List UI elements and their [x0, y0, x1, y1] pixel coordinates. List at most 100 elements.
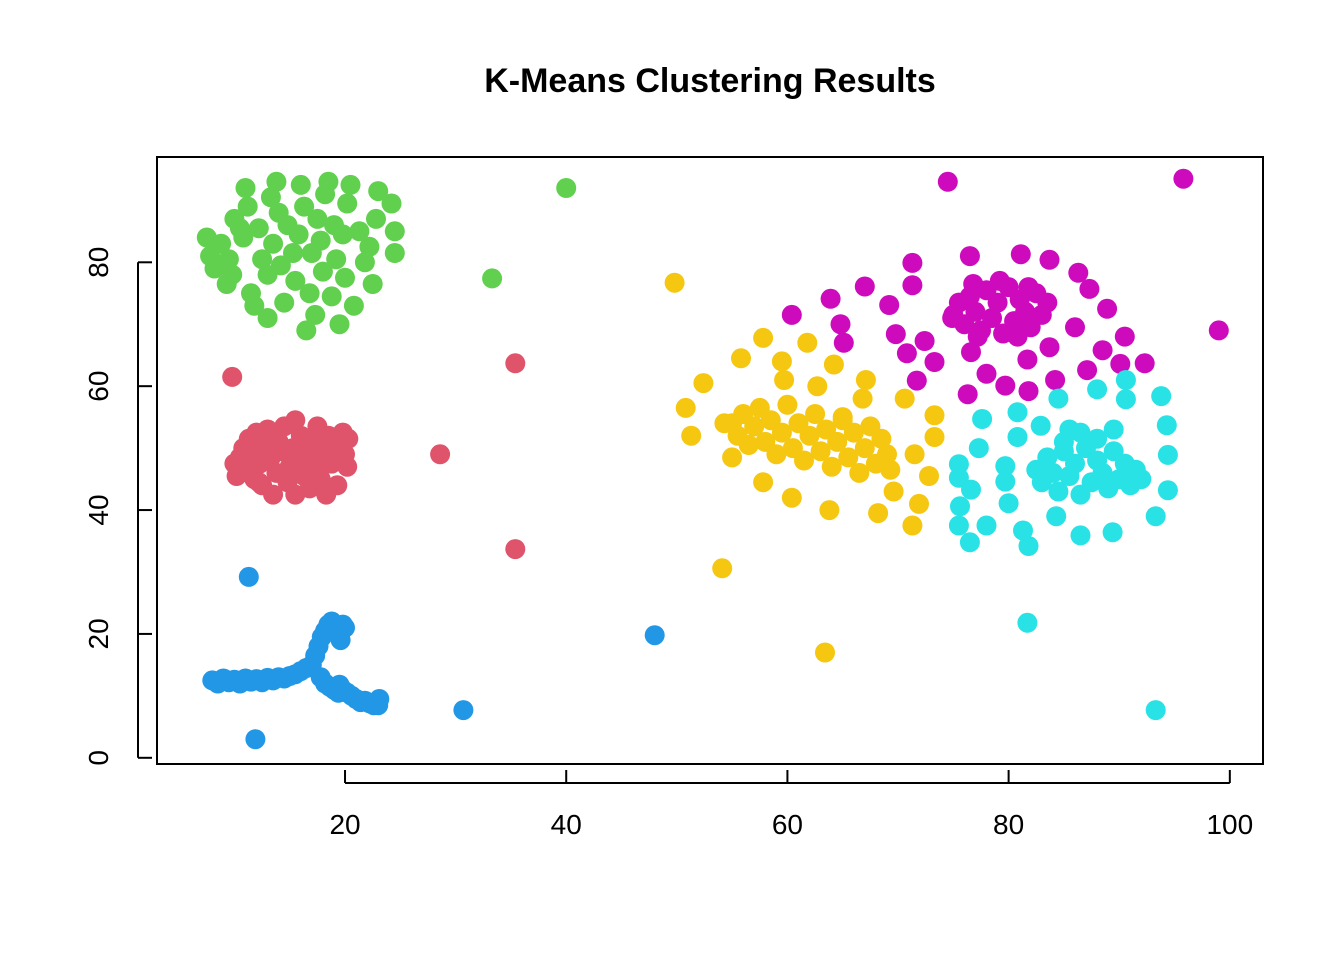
data-point: [1070, 525, 1091, 546]
data-point: [1030, 415, 1051, 436]
data-point: [744, 416, 765, 437]
data-point: [799, 425, 820, 446]
data-point: [854, 438, 875, 459]
data-point: [894, 388, 915, 409]
x-tick-label: 20: [329, 809, 360, 840]
data-point: [245, 729, 266, 750]
data-point: [774, 370, 795, 390]
data-point: [321, 286, 342, 307]
data-point: [896, 343, 917, 364]
data-point: [1007, 402, 1028, 423]
data-point: [222, 366, 243, 387]
data-point: [283, 243, 303, 263]
y-tick-label: 0: [83, 750, 114, 766]
data-point: [266, 171, 287, 192]
data-point: [838, 447, 859, 468]
data-point: [959, 246, 980, 267]
data-point: [349, 221, 370, 242]
data-point: [664, 272, 685, 293]
data-point: [1048, 481, 1069, 502]
series-1: [196, 171, 577, 341]
data-point: [753, 472, 774, 493]
plot-area: [196, 168, 1229, 750]
data-point: [1079, 278, 1100, 299]
data-point: [1018, 277, 1039, 298]
x-tick-label: 100: [1206, 809, 1253, 840]
data-point: [1131, 469, 1152, 490]
data-point: [1134, 353, 1155, 374]
data-point: [854, 276, 875, 297]
data-point: [797, 332, 818, 353]
data-point: [482, 268, 503, 289]
data-point: [1156, 415, 1177, 436]
data-point: [885, 324, 906, 345]
data-point: [821, 456, 842, 477]
data-point: [1037, 292, 1058, 313]
data-point: [318, 171, 339, 192]
data-point: [972, 409, 993, 429]
data-point: [1007, 326, 1028, 347]
data-point: [995, 375, 1016, 396]
data-point: [368, 181, 389, 202]
data-point: [556, 178, 577, 198]
data-point: [777, 394, 798, 415]
data-point: [832, 410, 853, 431]
data-point: [827, 431, 848, 452]
data-point: [1045, 370, 1066, 390]
data-point: [819, 500, 840, 521]
data-point: [1092, 462, 1113, 483]
data-point: [1017, 612, 1038, 633]
data-point: [693, 373, 714, 394]
data-point: [712, 558, 733, 579]
data-point: [982, 308, 1002, 328]
data-point: [948, 454, 969, 475]
data-point: [644, 625, 665, 646]
data-point: [714, 413, 735, 434]
data-point: [1042, 462, 1063, 483]
data-point: [681, 425, 702, 446]
data-point: [332, 224, 353, 245]
data-point: [924, 427, 945, 447]
data-point: [252, 249, 273, 270]
data-point: [505, 539, 526, 560]
y-tick-label: 20: [83, 618, 114, 649]
data-point: [1065, 453, 1085, 474]
data-point: [505, 353, 526, 374]
data-point: [1018, 381, 1039, 402]
data-point: [1046, 506, 1067, 527]
y-tick-label: 40: [83, 494, 114, 525]
data-point: [235, 178, 256, 198]
data-point: [285, 410, 306, 431]
data-point: [823, 354, 844, 375]
series-3: [202, 566, 665, 750]
data-point: [906, 370, 927, 391]
data-point: [877, 444, 897, 465]
data-point: [362, 274, 383, 294]
data-point: [257, 308, 278, 328]
data-point: [1017, 349, 1038, 370]
data-point: [904, 444, 925, 465]
data-point: [961, 342, 981, 363]
data-point: [1048, 388, 1069, 409]
data-point: [1145, 506, 1166, 527]
data-point: [285, 270, 306, 291]
data-point: [902, 275, 923, 296]
data-point: [211, 233, 232, 254]
y-tick-label: 80: [83, 247, 114, 278]
data-point: [204, 258, 225, 279]
data-point: [731, 348, 751, 369]
data-point: [902, 515, 923, 536]
x-tick-label: 60: [772, 809, 803, 840]
data-point: [1151, 386, 1172, 407]
data-point: [299, 283, 320, 304]
data-point: [937, 171, 958, 192]
data-point: [218, 249, 239, 270]
data-point: [1010, 244, 1031, 265]
data-point: [722, 447, 743, 468]
data-point: [343, 295, 364, 316]
data-point: [995, 471, 1016, 492]
data-point: [326, 249, 347, 270]
data-point: [1157, 480, 1178, 501]
data-point: [340, 174, 361, 195]
data-point: [807, 376, 828, 397]
